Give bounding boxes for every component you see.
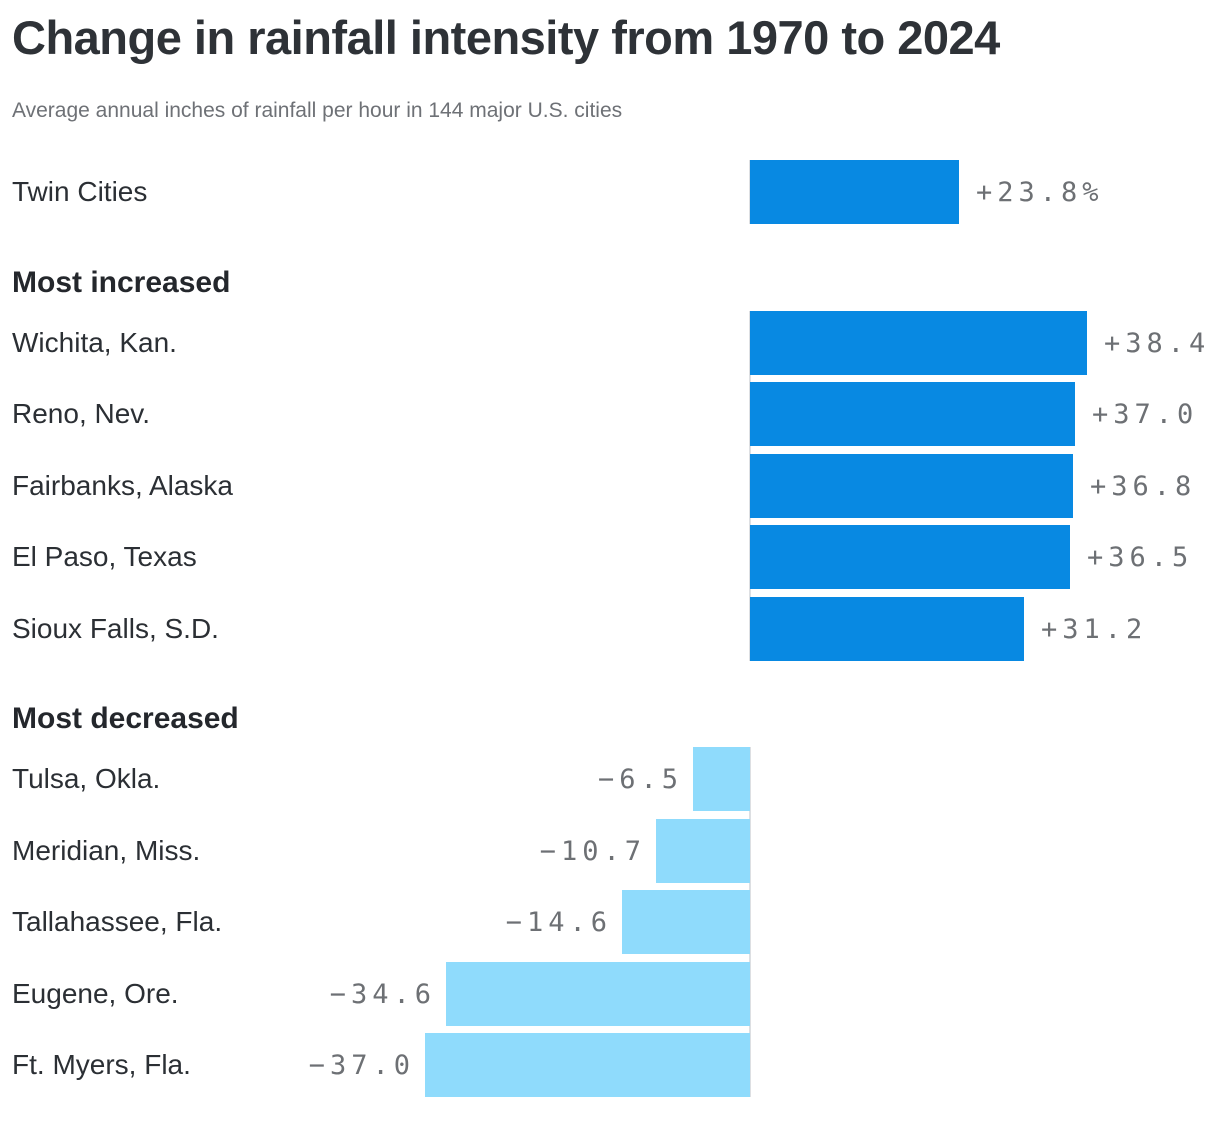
bar-row: Tallahassee, Fla. −14.6 [0,890,1220,954]
bar-positive [750,160,959,224]
city-label: El Paso, Texas [12,541,197,572]
section-heading: Most increased [12,265,231,299]
value-label: −37.0 [308,1049,415,1081]
value-label: +38.4 [1104,327,1211,359]
bar-negative [656,819,750,883]
chart-title: Change in rainfall intensity from 1970 t… [12,11,1000,64]
section-heading: Most decreased [12,702,239,735]
city-label: Fairbanks, Alaska [12,470,233,501]
city-label: Sioux Falls, S.D. [12,613,219,644]
city-label: Wichita, Kan. [12,327,177,358]
value-label: +23.8% [976,176,1104,208]
bar-negative [425,1033,750,1097]
bar-row: Eugene, Ore. −34.6 [0,962,1220,1026]
bar-row: El Paso, Texas +36.5 [0,525,1220,589]
value-label: +37.0 [1092,398,1199,430]
city-label: Eugene, Ore. [12,978,179,1009]
city-label: Meridian, Miss. [12,835,201,866]
bar-row: Tulsa, Okla. −6.5 [0,747,1220,811]
value-label: +36.5 [1087,541,1194,573]
bar-negative [693,747,750,811]
bar-row: Meridian, Miss. −10.7 [0,819,1220,883]
city-label: Twin Cities [12,176,148,207]
bar-positive [750,382,1075,446]
axis-baseline [749,747,751,1097]
city-label: Tulsa, Okla. [12,763,161,794]
value-label: −34.6 [329,978,436,1010]
bar-row: Twin Cities +23.8% [0,160,1220,224]
value-label: −14.6 [505,906,612,938]
city-label: Ft. Myers, Fla. [12,1049,191,1080]
bar-negative [622,890,750,954]
bar-negative [446,962,750,1026]
bar-positive [750,525,1070,589]
bar-row: Wichita, Kan. +38.4 [0,311,1220,375]
bar-positive [750,454,1073,518]
bar-positive [750,597,1024,661]
bar-row: Sioux Falls, S.D. +31.2 [0,597,1220,661]
bar-row: Fairbanks, Alaska +36.8 [0,454,1220,518]
value-label: +31.2 [1041,613,1148,645]
city-label: Tallahassee, Fla. [12,906,223,937]
value-label: −10.7 [539,835,646,867]
value-label: +36.8 [1090,470,1197,502]
bar-positive [750,311,1087,375]
chart-subtitle: Average annual inches of rainfall per ho… [12,99,623,122]
city-label: Reno, Nev. [12,398,150,429]
value-label: −6.5 [597,763,683,795]
bar-row: Ft. Myers, Fla. −37.0 [0,1033,1220,1097]
bar-row: Reno, Nev. +37.0 [0,382,1220,446]
